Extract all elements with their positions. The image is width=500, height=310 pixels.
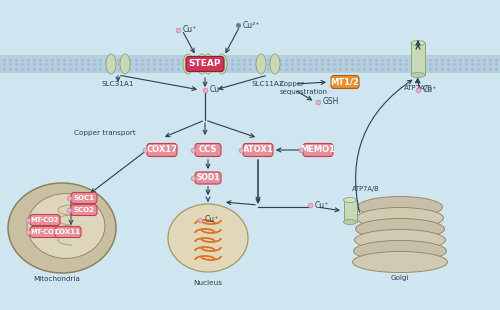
Text: Cu⁺: Cu⁺ (205, 215, 219, 224)
FancyBboxPatch shape (55, 227, 81, 237)
Text: Copper
sequestration: Copper sequestration (280, 81, 328, 95)
Ellipse shape (120, 54, 130, 74)
Ellipse shape (356, 207, 444, 228)
Text: GSH: GSH (323, 98, 340, 107)
Text: ATOX1: ATOX1 (242, 145, 274, 154)
FancyBboxPatch shape (195, 144, 221, 157)
FancyBboxPatch shape (195, 172, 221, 184)
Text: MT-CO2: MT-CO2 (31, 217, 59, 223)
Ellipse shape (203, 54, 213, 74)
Text: SCO2: SCO2 (74, 207, 94, 213)
Ellipse shape (411, 73, 425, 78)
Text: Copper transport: Copper transport (74, 130, 136, 136)
Text: ATP7A/B: ATP7A/B (352, 186, 380, 192)
Ellipse shape (270, 54, 280, 74)
Text: MEMO1: MEMO1 (300, 145, 336, 154)
Text: Cu⁺: Cu⁺ (315, 201, 329, 210)
Text: STEAP: STEAP (189, 60, 221, 69)
Ellipse shape (356, 219, 444, 240)
Text: SOC1: SOC1 (74, 195, 94, 201)
Ellipse shape (358, 197, 442, 218)
Ellipse shape (106, 54, 116, 74)
Text: Golgi: Golgi (390, 275, 409, 281)
Ellipse shape (8, 183, 116, 273)
Text: SLC31A1: SLC31A1 (102, 81, 134, 87)
Bar (344, 200, 356, 222)
Text: Cu⁺: Cu⁺ (423, 86, 437, 95)
Text: SOD1: SOD1 (196, 174, 220, 183)
Text: Mitochondria: Mitochondria (34, 276, 80, 282)
Text: Cu⁺: Cu⁺ (183, 25, 197, 34)
FancyBboxPatch shape (30, 215, 60, 225)
Text: MT1/2: MT1/2 (330, 78, 360, 86)
Text: Cu²⁺: Cu²⁺ (243, 20, 260, 29)
FancyBboxPatch shape (243, 144, 273, 157)
FancyBboxPatch shape (71, 193, 97, 203)
Ellipse shape (411, 41, 425, 46)
Ellipse shape (168, 204, 248, 272)
Ellipse shape (344, 197, 356, 202)
FancyBboxPatch shape (147, 144, 177, 157)
Text: Cu⁺: Cu⁺ (210, 86, 224, 95)
Ellipse shape (352, 251, 448, 272)
Text: SLC11A2: SLC11A2 (252, 81, 284, 87)
Ellipse shape (354, 229, 446, 250)
Ellipse shape (256, 54, 266, 74)
Text: ATP7A/B: ATP7A/B (404, 85, 432, 91)
FancyBboxPatch shape (30, 227, 60, 237)
Ellipse shape (27, 194, 105, 259)
Text: COX11: COX11 (55, 229, 81, 235)
Ellipse shape (183, 54, 193, 74)
Ellipse shape (344, 219, 356, 224)
Text: Nucleus: Nucleus (194, 280, 222, 286)
Text: CCS: CCS (199, 145, 217, 154)
Ellipse shape (354, 241, 446, 262)
Ellipse shape (197, 54, 207, 74)
FancyBboxPatch shape (303, 144, 333, 157)
Text: COX17: COX17 (146, 145, 178, 154)
FancyBboxPatch shape (186, 56, 224, 72)
Ellipse shape (217, 54, 227, 74)
Bar (0, 55, 500, 73)
FancyBboxPatch shape (331, 76, 359, 88)
Bar (411, 43, 425, 75)
FancyBboxPatch shape (71, 205, 97, 215)
Text: MT-CO1: MT-CO1 (31, 229, 59, 235)
